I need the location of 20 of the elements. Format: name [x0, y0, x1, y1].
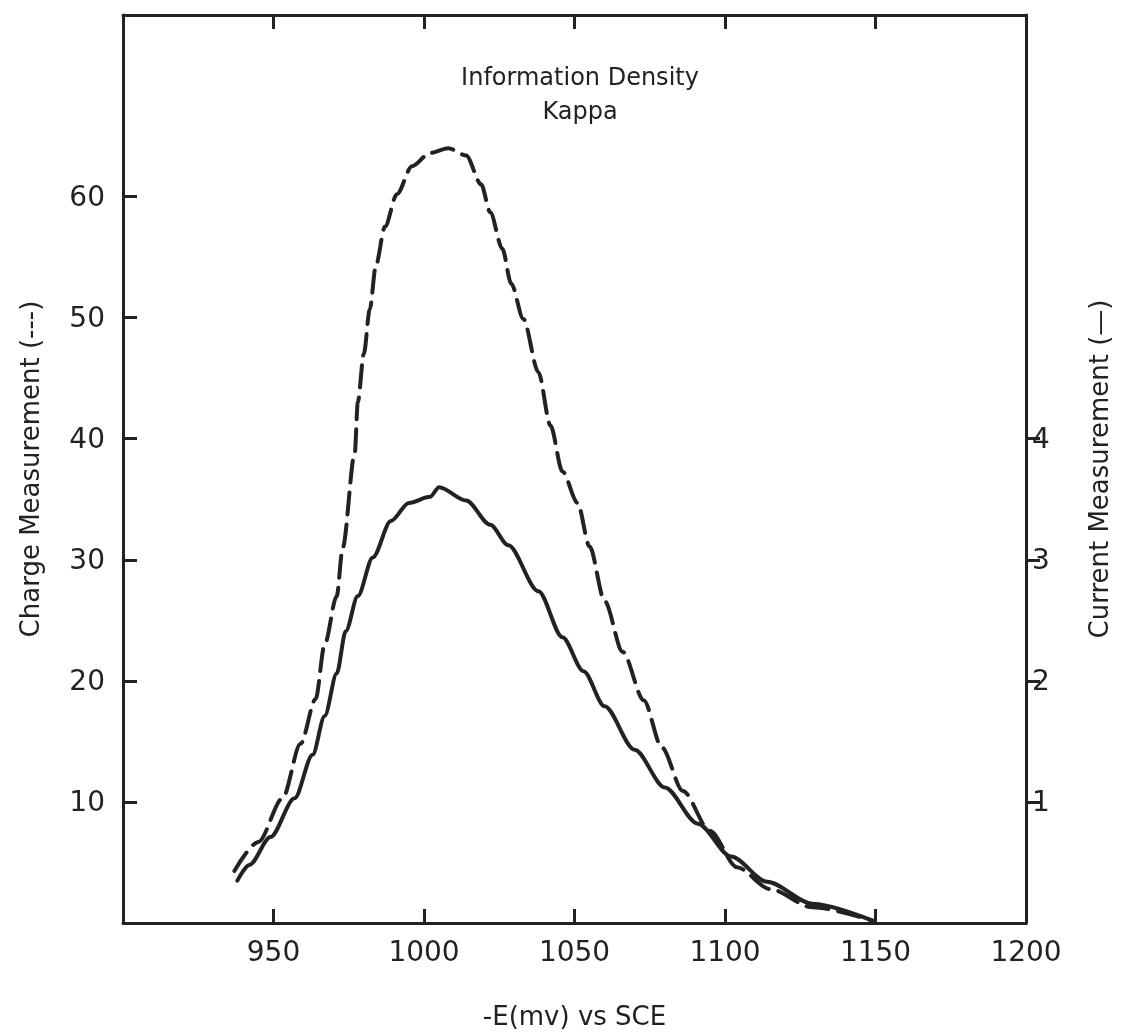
x-tick-label: 1050 — [538, 934, 611, 968]
x-tick-label: 950 — [246, 934, 301, 968]
text: Information Density — [461, 63, 699, 91]
x-tick-label: 1000 — [388, 934, 460, 968]
x-tick-label: 1100 — [689, 934, 761, 968]
y-axis-title: Charge Measurement (---) — [15, 300, 45, 638]
y2-tick-label: 2 — [1032, 664, 1050, 698]
x-tick-label: 1150 — [839, 934, 912, 968]
y2-tick-label: 3 — [1032, 543, 1050, 577]
y2-tick-label: 1 — [1032, 785, 1050, 819]
y-tick-label: 60 — [69, 180, 105, 214]
y-tick-label: 40 — [69, 422, 105, 456]
y2-axis-title: Current Measurement (—) — [1084, 299, 1114, 639]
y-tick-label: 50 — [69, 301, 105, 335]
y-tick-label: 30 — [69, 543, 105, 577]
x-tick-label: 1200 — [990, 934, 1062, 968]
y-tick-label: 20 — [69, 664, 105, 698]
y-tick-label: 10 — [69, 785, 105, 819]
x-axis-title: -E(mv) vs SCE — [482, 1001, 667, 1031]
text: Kappa — [542, 97, 618, 125]
